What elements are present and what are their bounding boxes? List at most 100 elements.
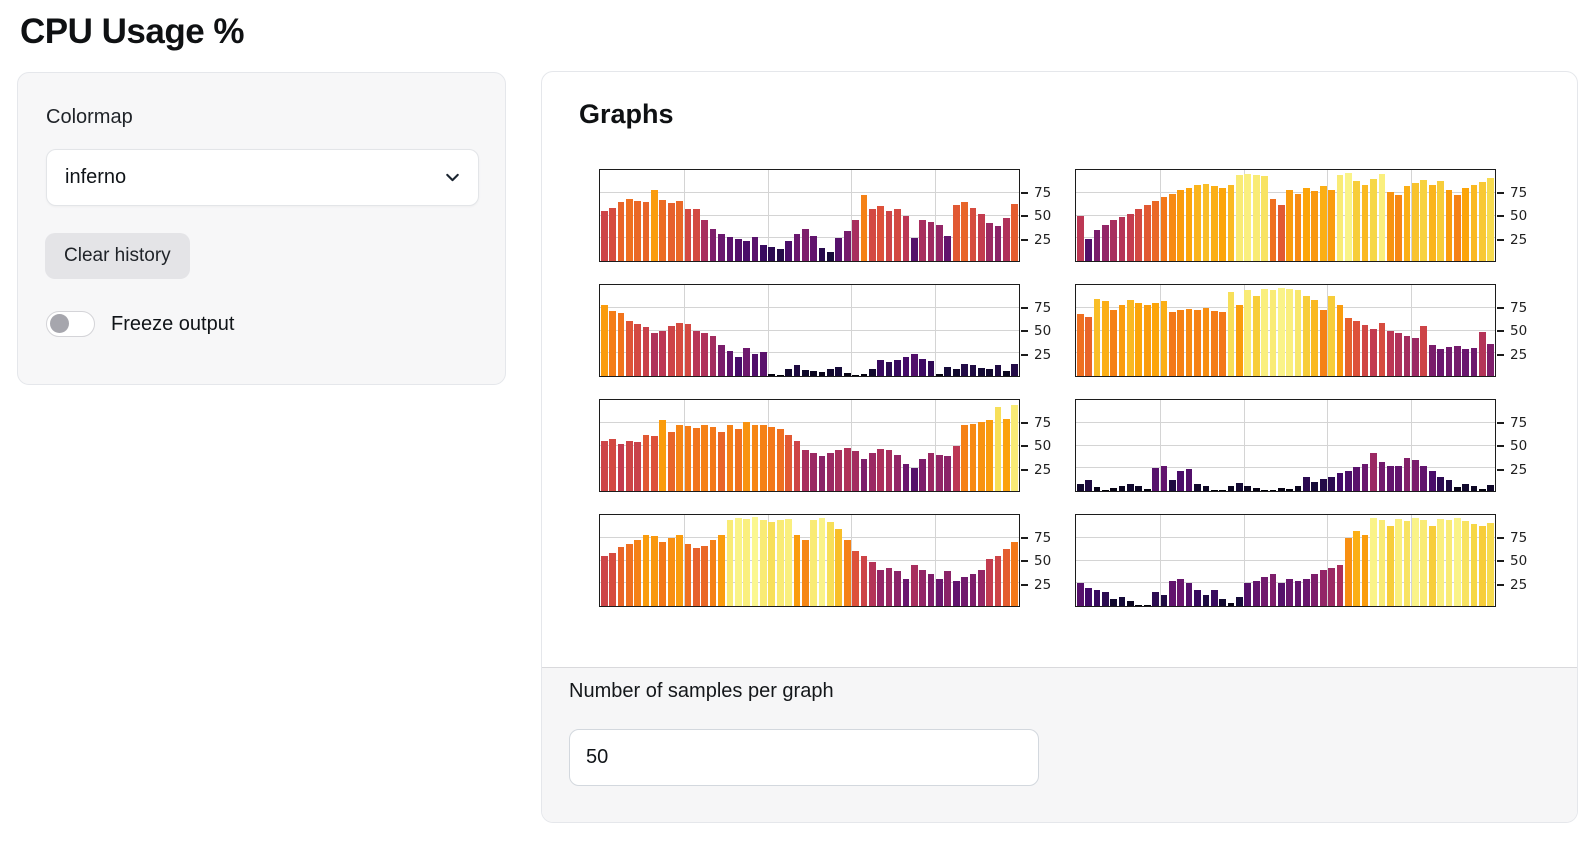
bar	[1420, 519, 1428, 606]
bar	[1378, 173, 1386, 261]
bar	[734, 429, 742, 491]
bar	[1143, 605, 1151, 606]
bar	[1252, 488, 1260, 491]
bar	[1244, 583, 1252, 606]
bar	[1445, 519, 1453, 606]
bar	[1093, 230, 1101, 261]
cpu-graph-7: 25 50 75	[599, 514, 1079, 608]
bar	[1328, 295, 1335, 376]
bar	[625, 320, 633, 376]
bar	[961, 425, 968, 491]
bar	[801, 539, 809, 606]
gridline	[1243, 400, 1245, 491]
bar	[718, 535, 725, 606]
bar	[776, 519, 784, 606]
bar	[1294, 486, 1302, 491]
bar	[1169, 480, 1176, 491]
bar	[1185, 583, 1193, 606]
gridline	[1243, 285, 1245, 376]
bar	[1202, 307, 1210, 376]
bar	[1336, 565, 1344, 606]
bar	[1370, 328, 1377, 376]
bar	[1294, 290, 1302, 376]
samples-input[interactable]	[569, 729, 1039, 786]
bar	[961, 364, 968, 376]
y-tick: 50	[1497, 208, 1527, 224]
bar	[927, 361, 935, 376]
gridline	[600, 352, 1019, 354]
bar	[919, 220, 926, 261]
bar	[1236, 305, 1243, 376]
bar	[1479, 332, 1486, 376]
bar	[667, 537, 675, 606]
bar	[852, 375, 859, 376]
bar	[1437, 348, 1444, 376]
bar	[894, 359, 901, 376]
colormap-select[interactable]: inferno	[46, 149, 479, 206]
bar	[1011, 404, 1019, 491]
bar	[693, 331, 700, 376]
bar	[936, 454, 943, 491]
bar	[1169, 193, 1176, 261]
bar	[902, 215, 910, 261]
bar	[1319, 186, 1327, 261]
y-tick: 50	[1497, 438, 1527, 454]
gridline	[1076, 352, 1495, 354]
gridline	[1076, 421, 1495, 423]
bar	[1353, 321, 1361, 376]
bar	[877, 569, 885, 606]
y-axis: 25 50 75	[1021, 284, 1077, 378]
bar	[1277, 287, 1285, 376]
bar	[1420, 180, 1428, 261]
bar	[634, 200, 642, 261]
bar	[1453, 345, 1461, 376]
bar	[936, 578, 943, 606]
bar	[977, 421, 985, 491]
gridline	[683, 285, 685, 376]
bar	[910, 238, 918, 261]
bar	[977, 367, 985, 376]
bar	[1319, 479, 1327, 491]
bar	[843, 540, 851, 606]
bar	[701, 545, 709, 606]
bar	[751, 237, 759, 261]
bar	[1286, 190, 1294, 261]
bar	[1185, 308, 1193, 376]
y-tick: 25	[1021, 577, 1051, 593]
bar	[1194, 310, 1201, 376]
bar	[785, 518, 792, 606]
bar	[1177, 190, 1185, 261]
bar	[818, 248, 826, 261]
y-tick: 50	[1497, 323, 1527, 339]
bar	[1227, 184, 1235, 261]
gridline	[1411, 170, 1413, 261]
clear-history-button[interactable]: Clear history	[45, 233, 190, 279]
plot-area	[599, 169, 1020, 262]
gridline	[683, 400, 685, 491]
bar	[667, 325, 675, 376]
bar	[651, 436, 658, 491]
bar	[1003, 371, 1010, 376]
bar	[852, 551, 859, 606]
bar	[1277, 204, 1285, 261]
bar	[659, 542, 667, 606]
bar	[609, 311, 616, 376]
bar	[1445, 480, 1453, 491]
bar	[1412, 337, 1419, 376]
bar	[877, 359, 885, 376]
bar	[1185, 469, 1193, 491]
graphs-panel: Graphs 25 50 75 25 50 75 25 50 75 25 50 75 25 50 7…	[541, 71, 1578, 823]
freeze-toggle[interactable]	[46, 311, 95, 337]
bar	[885, 210, 893, 261]
bar	[1085, 587, 1092, 606]
bar	[1445, 190, 1453, 261]
bar	[843, 230, 851, 261]
bar	[1420, 465, 1428, 491]
bar	[1269, 199, 1277, 261]
bar	[726, 425, 734, 491]
freeze-output-label: Freeze output	[111, 312, 235, 335]
bar	[642, 201, 650, 261]
bar	[1403, 335, 1411, 376]
bar	[1003, 419, 1010, 491]
bar	[1219, 598, 1226, 606]
